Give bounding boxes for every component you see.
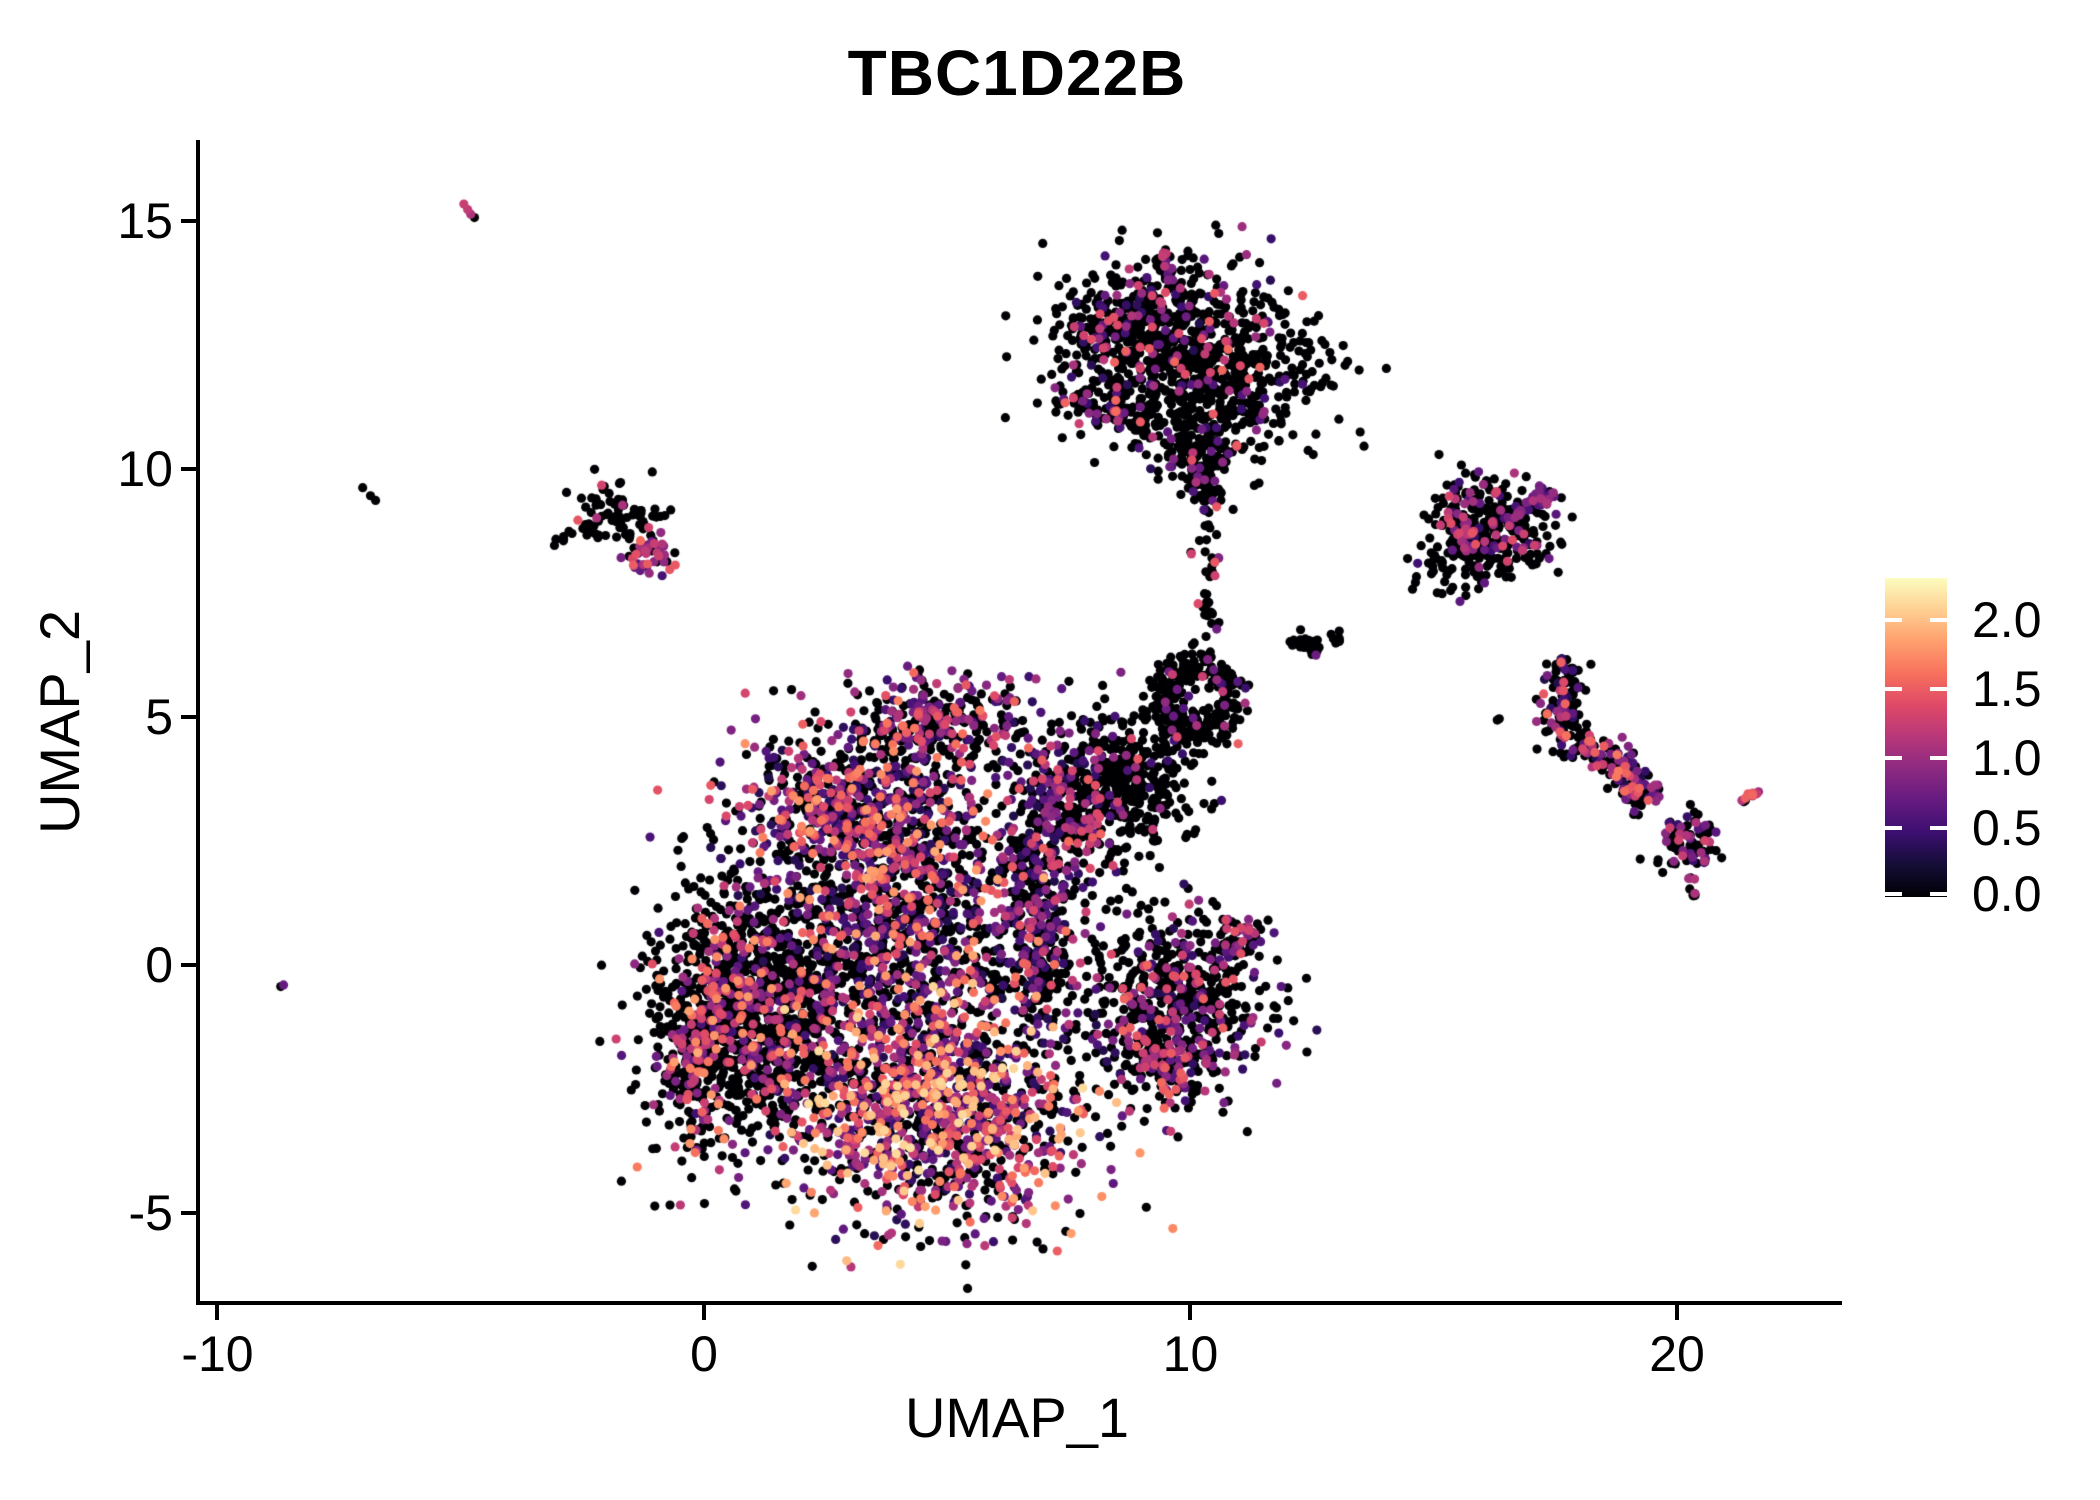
x-tick-label: 20 [1649,1326,1705,1382]
y-tick-label: 0 [145,937,173,994]
colorbar-tick [1930,825,1947,830]
y-tick-mark [181,963,196,968]
x-tick-label: -10 [181,1326,254,1382]
x-axis-label: UMAP_1 [904,1386,1130,1449]
y-axis-label: UMAP_2 [28,609,91,835]
colorbar-gradient [1885,578,1947,897]
x-tick-label: 0 [690,1326,718,1382]
colorbar-tick-label: 2.0 [1972,591,2042,648]
y-tick-mark [181,466,196,471]
colorbar-tick-label: 1.0 [1972,730,2042,787]
x-tick-label: 10 [1162,1326,1219,1382]
colorbar-tick-label: 0.0 [1972,866,2042,922]
y-tick-label: 10 [117,440,173,497]
x-tick-mark [1188,1305,1193,1320]
colorbar-tick [1885,825,1902,830]
colorbar-tick [1930,892,1947,896]
x-tick-mark [215,1305,220,1320]
y-tick-mark [181,218,196,223]
colorbar-tick [1930,756,1947,761]
colorbar-tick [1885,617,1902,622]
colorbar-tick [1930,617,1947,622]
x-axis-line [196,1301,1842,1305]
colorbar-tick-label: 1.5 [1972,660,2042,717]
x-tick-mark [701,1305,706,1320]
y-tick-mark [181,715,196,720]
colorbar-tick [1930,686,1947,691]
colorbar-tick [1885,892,1902,896]
colorbar-tick-label: 0.5 [1972,799,2042,856]
y-tick-mark [181,1211,196,1216]
x-tick-mark [1675,1305,1680,1320]
y-axis-line [196,140,200,1305]
colorbar-tick [1885,756,1902,761]
colorbar-tick [1885,686,1902,691]
y-tick-label: -5 [128,1185,173,1242]
y-tick-label: 15 [117,192,173,249]
y-tick-label: 5 [145,689,173,746]
plot-title: TBC1D22B [847,37,1187,109]
